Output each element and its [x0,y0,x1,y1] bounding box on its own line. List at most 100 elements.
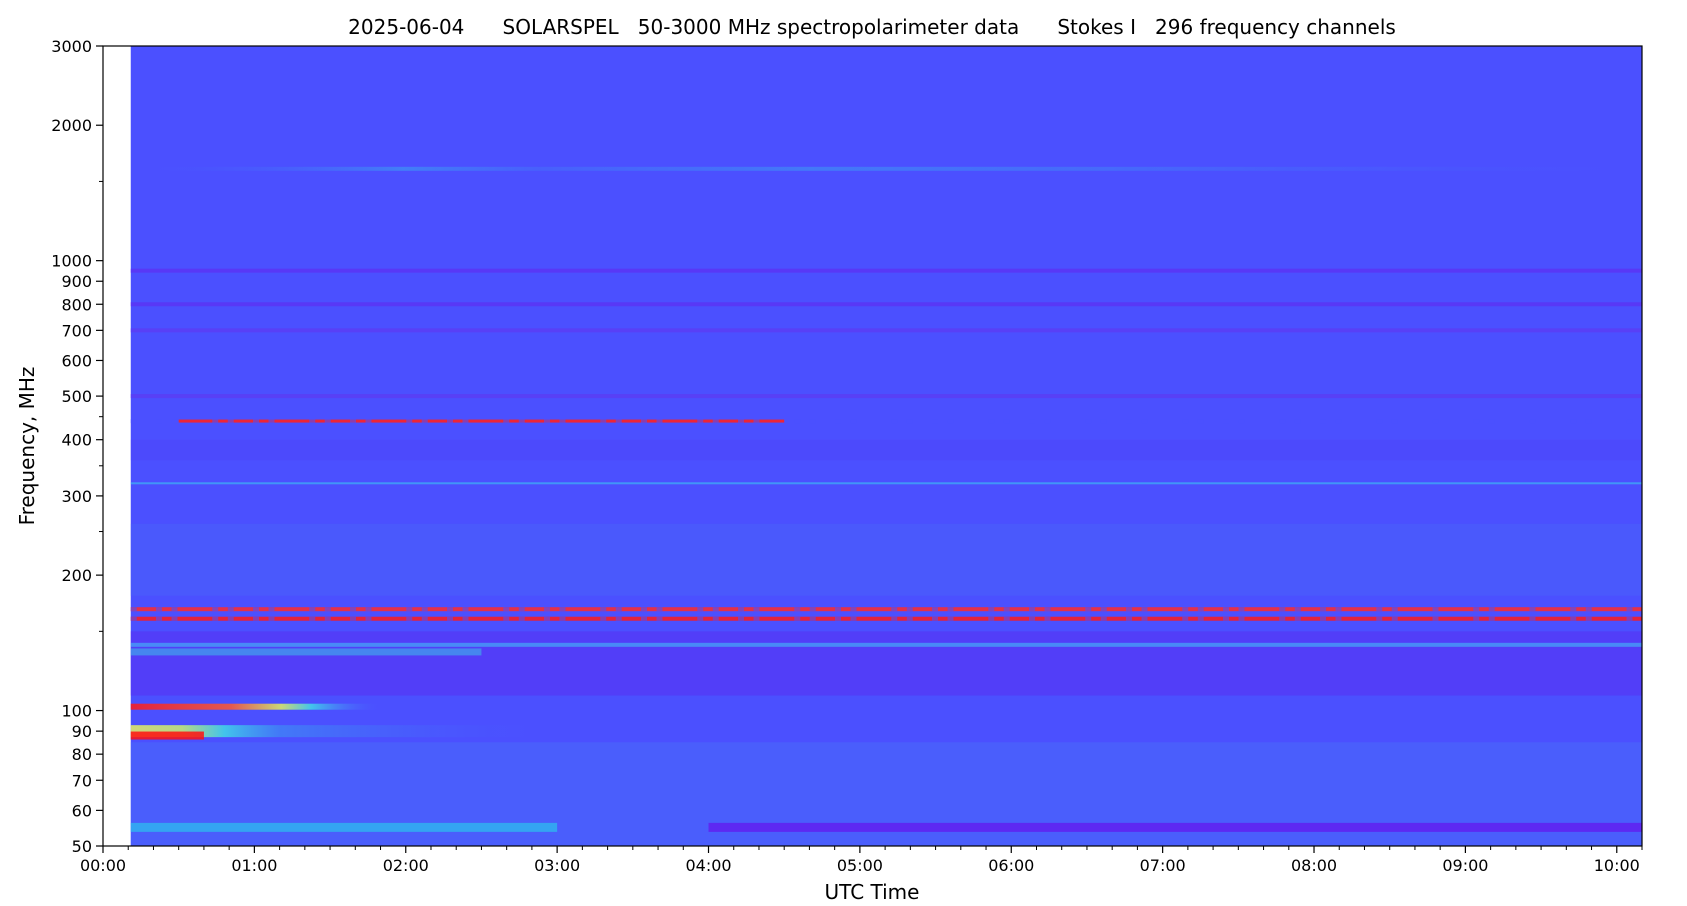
band-gap-440-33 [309,419,316,424]
band-gap-168-33 [309,607,316,612]
band-440mhz-5 [178,419,785,423]
band-gap-440-27 [1238,419,1245,424]
band-gap-160-16 [171,616,178,621]
band-gap-168-39 [891,607,898,612]
band-gap-168-5 [615,607,622,612]
band-gap-440-22 [753,419,760,424]
heatmap-bands [130,166,1642,846]
band-gap-168-40 [988,607,995,612]
band-gap-168-24 [947,607,954,612]
band-102mhz-11 [130,703,633,710]
band-gap-168-42 [1182,607,1189,612]
band-gap-160-57 [1126,616,1133,621]
band-140mhz-9 [130,642,1642,647]
x-tick-label: 02:00 [383,856,429,875]
band-88mhz-13 [130,731,204,740]
band-gap-168-3 [421,607,428,612]
heatmap-background [130,46,1642,846]
band-gap-440-45 [1473,419,1480,424]
band-gap-440-59 [1320,419,1327,424]
band-55mhz-15 [708,822,1642,832]
band-gap-168-13 [1391,607,1398,612]
band-gap-168-28 [1335,607,1342,612]
band-gap-440-4 [518,419,525,424]
band-gap-168-58 [1223,607,1230,612]
band-gap-440-19 [462,419,469,424]
band-gap-440-15 [1585,419,1592,424]
band-gap-440-37 [697,419,704,424]
band-gap-440-10 [1100,419,1107,424]
band-gap-160-27 [1238,616,1245,621]
y-tick-label: 2000 [51,116,92,135]
background-structure-1 [130,631,1642,696]
band-gap-160-32 [212,616,219,621]
band-gap-160-10 [1100,616,1107,621]
band-gap-440-5 [615,419,622,424]
band-gap-168-44 [1376,607,1383,612]
band-gap-168-6 [712,607,719,612]
band-gap-440-6 [712,419,719,424]
band-gap-160-35 [503,616,510,621]
plot-frame [102,45,1643,847]
band-gap-168-27 [1238,607,1245,612]
band-gap-160-23 [850,616,857,621]
x-tick-label: 00:00 [80,856,126,875]
band-gap-160-8 [906,616,913,621]
band-gap-440-7 [809,419,816,424]
band-gap-160-26 [1141,616,1148,621]
band-gap-440-26 [1141,419,1148,424]
band-gap-168-16 [171,607,178,612]
band-gap-160-48 [253,616,260,621]
band-gap-168-21 [656,607,663,612]
band-gap-440-32 [212,419,219,424]
band-gap-168-48 [253,607,260,612]
band-800mhz-2 [130,302,1642,307]
band-gap-168-25 [1044,607,1051,612]
band-gap-168-17 [268,607,275,612]
band-gap-440-51 [544,419,551,424]
y-tick-label: 100 [61,702,92,721]
band-gap-440-2 [324,419,331,424]
band-gap-440-56 [1029,419,1036,424]
band-gap-440-54 [835,419,842,424]
band-gap-440-17 [268,419,275,424]
band-gap-160-43 [1279,616,1286,621]
band-gap-440-38 [794,419,801,424]
band-gap-160-44 [1376,616,1383,621]
y-tick-label: 3000 [51,37,92,56]
band-gap-168-12 [1294,607,1301,612]
band-gap-440-57 [1126,419,1133,424]
band-gap-160-54 [835,616,842,621]
band-gap-440-28 [1335,419,1342,424]
band-gap-168-19 [462,607,469,612]
band-gap-168-53 [738,607,745,612]
band-gap-168-56 [1029,607,1036,612]
x-tick-label: 09:00 [1442,856,1488,875]
band-gap-160-9 [1003,616,1010,621]
band-gap-168-54 [835,607,842,612]
band-gap-160-59 [1320,616,1327,621]
band-gap-440-3 [421,419,428,424]
band-950mhz-1 [130,268,1642,273]
y-tick-label: 200 [61,566,92,585]
band-gap-168-9 [1003,607,1010,612]
band-gap-168-32 [212,607,219,612]
band-gap-440-39 [891,419,898,424]
band-gap-160-37 [697,616,704,621]
band-gap-440-47 [156,419,163,424]
band-gap-440-50 [447,419,454,424]
band-gap-440-46 [1570,419,1577,424]
background-structure-3 [130,439,1642,461]
band-gap-168-31 [1626,607,1633,612]
band-gap-168-23 [850,607,857,612]
band-gap-160-1 [227,616,234,621]
band-gap-168-35 [503,607,510,612]
band-gap-168-38 [794,607,801,612]
band-gap-160-41 [1085,616,1092,621]
band-700mhz-3 [130,328,1642,333]
x-axis-label: UTC Time [825,880,920,904]
band-gap-440-52 [641,419,648,424]
band-gap-168-47 [156,607,163,612]
band-gap-168-45 [1473,607,1480,612]
band-gap-440-23 [850,419,857,424]
